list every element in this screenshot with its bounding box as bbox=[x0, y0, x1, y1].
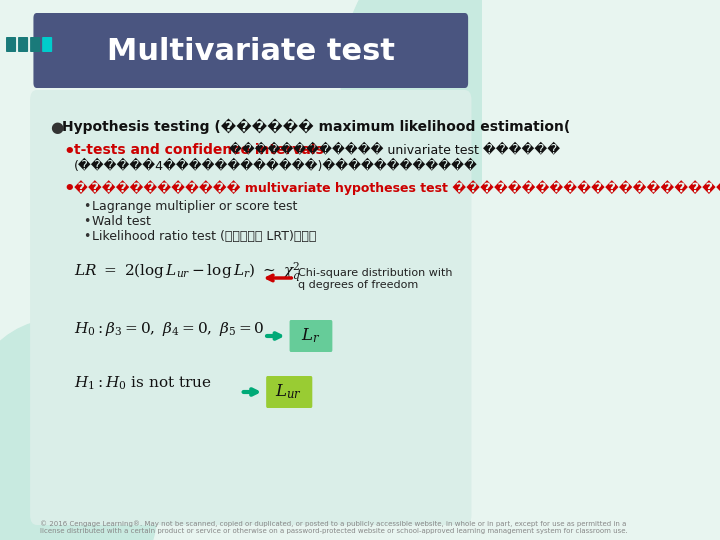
Text: •: • bbox=[63, 143, 75, 161]
Text: Likelihood ratio test (สถิติ LRT)ที่: Likelihood ratio test (สถิติ LRT)ที่ bbox=[92, 230, 317, 243]
Text: Lagrange multiplier or score test: Lagrange multiplier or score test bbox=[92, 200, 297, 213]
Text: $L_{ur}$: $L_{ur}$ bbox=[276, 383, 302, 401]
FancyBboxPatch shape bbox=[6, 37, 16, 52]
FancyBboxPatch shape bbox=[30, 37, 40, 52]
Text: Chi-square distribution with
q degrees of freedom: Chi-square distribution with q degrees o… bbox=[297, 268, 452, 289]
Text: © 2016 Cengage Learning®. May not be scanned, copied or duplicated, or posted to: © 2016 Cengage Learning®. May not be sca… bbox=[40, 520, 628, 534]
Text: (������4������������)������������: (������4������������)������������ bbox=[73, 160, 477, 173]
Text: Hypothesis testing (������ maximum likelihood estimation(: Hypothesis testing (������ maximum likel… bbox=[61, 118, 570, 133]
Text: $H_1 : H_0\ \mathrm{is\ not\ true}$: $H_1 : H_0\ \mathrm{is\ not\ true}$ bbox=[73, 375, 212, 393]
Text: •: • bbox=[84, 230, 91, 243]
Text: Wald test: Wald test bbox=[92, 215, 151, 228]
Text: Multivariate test: Multivariate test bbox=[107, 37, 395, 66]
Text: ������������ multivariate hypotheses test ������������������������: ������������ multivariate hypotheses tes… bbox=[73, 180, 720, 195]
FancyBboxPatch shape bbox=[33, 13, 468, 88]
Text: ������������ univariate test ������: ������������ univariate test ������ bbox=[225, 143, 560, 156]
FancyBboxPatch shape bbox=[30, 90, 472, 525]
Text: $H_0 : \beta_3 = 0,\ \beta_4 = 0,\ \beta_5 = 0$: $H_0 : \beta_3 = 0,\ \beta_4 = 0,\ \beta… bbox=[73, 320, 264, 338]
FancyBboxPatch shape bbox=[266, 376, 312, 408]
FancyBboxPatch shape bbox=[289, 320, 333, 352]
FancyBboxPatch shape bbox=[42, 37, 52, 52]
Text: •: • bbox=[84, 215, 91, 228]
Text: t-tests and confidence intervals: t-tests and confidence intervals bbox=[73, 143, 323, 157]
Text: $L_r$: $L_r$ bbox=[301, 327, 320, 346]
Text: $LR\ =\ 2(\log L_{ur} - \log L_r)\ \sim\ \chi^2_q$: $LR\ =\ 2(\log L_{ur} - \log L_r)\ \sim\… bbox=[73, 260, 300, 284]
Circle shape bbox=[0, 320, 161, 540]
Text: •: • bbox=[84, 200, 91, 213]
Text: •: • bbox=[63, 180, 75, 198]
Text: ●: ● bbox=[50, 120, 63, 135]
Circle shape bbox=[341, 0, 515, 210]
FancyBboxPatch shape bbox=[18, 37, 28, 52]
